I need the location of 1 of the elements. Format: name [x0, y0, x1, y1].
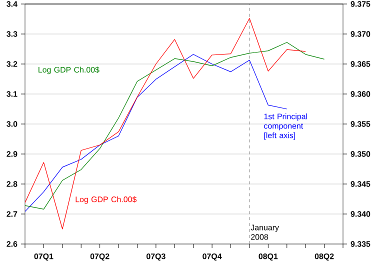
line-series [25, 42, 325, 210]
